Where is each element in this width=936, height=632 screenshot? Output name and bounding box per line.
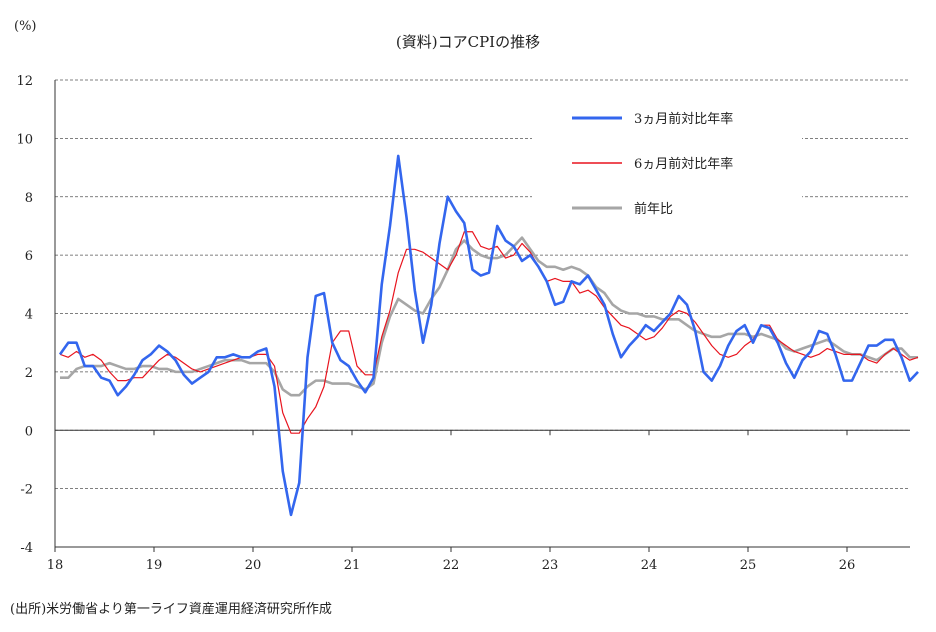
x-tick-label: 22 (443, 558, 460, 573)
y-tick-label: 0 (25, 424, 33, 439)
x-tick-label: 23 (542, 558, 559, 573)
y-tick-label: 12 (16, 74, 33, 89)
y-tick-labels: 12 10 8 6 4 2 0 -2 -4 (16, 74, 33, 556)
x-tick-label: 20 (245, 558, 262, 573)
axes (54, 80, 910, 552)
series-lines (58, 154, 919, 517)
legend-label-2: 前年比 (634, 201, 673, 217)
series-line-1 (59, 231, 919, 434)
legend-label-0: 3ヵ月前対比年率 (634, 111, 733, 127)
source-note: (出所)米労働省より第一ライフ資産運用経済研究所作成 (10, 602, 332, 617)
y-tick-label: -2 (20, 483, 33, 498)
x-tick-label: 25 (740, 558, 757, 573)
x-tick-label: 21 (344, 558, 361, 573)
y-tick-label: -4 (20, 541, 33, 556)
x-tick-label: 24 (641, 558, 658, 573)
y-tick-label: 6 (25, 249, 33, 264)
legend-label-1: 6ヵ月前対比年率 (634, 156, 733, 172)
x-tick-label: 18 (47, 558, 64, 573)
y-tick-label: 2 (25, 366, 33, 381)
y-axis-unit: (%) (14, 19, 37, 34)
chart-title: (資料)コアCPIの推移 (396, 33, 540, 51)
series-line-0 (58, 154, 919, 517)
y-tick-label: 10 (16, 132, 33, 147)
y-tick-label: 4 (25, 308, 33, 323)
x-tick-label: 26 (839, 558, 856, 573)
y-tick-label: 8 (25, 191, 33, 206)
x-tick-label: 19 (146, 558, 163, 573)
x-tick-labels: 18 19 20 21 22 23 24 25 26 (47, 558, 856, 573)
